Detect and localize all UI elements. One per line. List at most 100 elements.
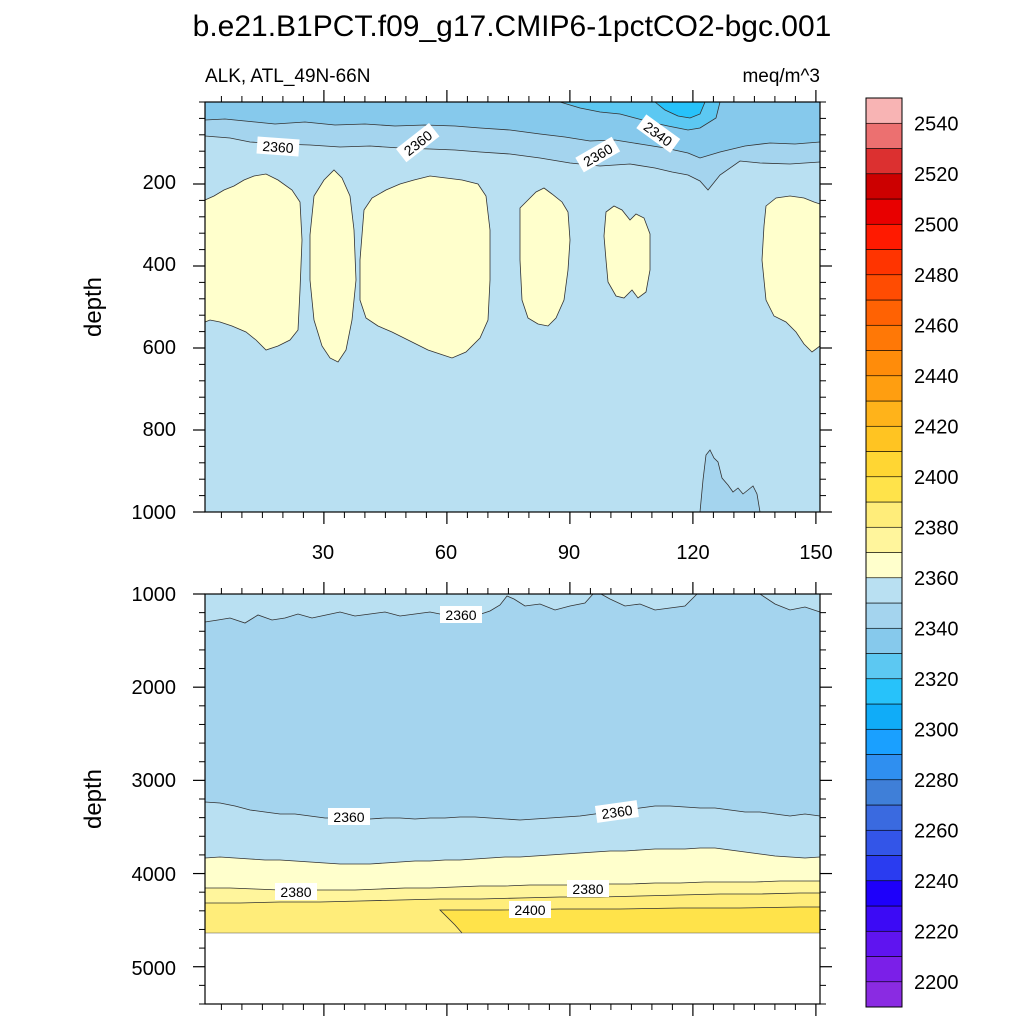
units-subtitle: meq/m^3 xyxy=(742,66,820,87)
colorbar-box-2480 xyxy=(865,274,903,301)
upper-contour-2350 xyxy=(204,118,821,159)
colorbar-label-2400: 2400 xyxy=(914,467,959,489)
colorbar-box-2460 xyxy=(865,324,903,351)
xtick-label-60: 60 xyxy=(435,542,457,564)
colorbar-box-2300 xyxy=(865,728,903,755)
colorbar-box-2360 xyxy=(865,577,903,604)
colorbar-box-2430 xyxy=(865,400,903,427)
lower-label-3-text: 2360 xyxy=(600,802,633,822)
lower-ticks xyxy=(193,582,832,1016)
lower-label-1-text: 2360 xyxy=(445,607,476,623)
colorbar-labels: 2200 2220 2240 2260 2280 2300 2320 2340 2360 2380… xyxy=(914,113,959,994)
upper-deep-intrusion xyxy=(700,450,760,512)
upper-ytick-label-800: 800 xyxy=(143,419,176,441)
colorbar-box-2500 xyxy=(865,223,903,250)
lower-label-2-box xyxy=(328,808,370,825)
colorbar-box-2540 xyxy=(865,122,903,149)
colorbar-box-2230 xyxy=(865,905,903,932)
lower-ytick-label-2000: 2000 xyxy=(132,677,177,699)
upper-panel: 2360 2360 2360 2340 200 400 600 800 1000… xyxy=(80,90,833,564)
colorbar-box-2530 xyxy=(865,148,903,175)
blob-4 xyxy=(519,187,571,327)
colorbar-box-2210 xyxy=(865,956,903,983)
colorbar-outline xyxy=(865,97,903,1008)
upper-ylabel: depth xyxy=(80,277,107,337)
upper-ytick-label-1000: 1000 xyxy=(132,502,177,524)
upper-contour-2360 xyxy=(204,135,821,191)
colorbar-label-2340: 2340 xyxy=(914,618,959,640)
lower-contour-2360 xyxy=(204,593,821,624)
colorbar-label-2420: 2420 xyxy=(914,416,959,438)
colorbar-label-2260: 2260 xyxy=(914,820,959,842)
colorbar-label-2220: 2220 xyxy=(914,921,959,943)
blob-3 xyxy=(359,175,491,359)
blob-5 xyxy=(603,205,651,299)
lower-contour-label-3: 2360 xyxy=(594,800,639,823)
colorbar-box-2330 xyxy=(865,653,903,680)
upper-ytick-label-600: 600 xyxy=(143,337,176,359)
colorbar-box-2410 xyxy=(865,451,903,478)
upper-label-1-box xyxy=(256,136,300,157)
xtick-label-150: 150 xyxy=(799,542,832,564)
lower-contour-label-6: 2400 xyxy=(509,901,551,918)
lower-ytick-label-1000: 1000 xyxy=(132,584,177,606)
colorbar-box-2340 xyxy=(865,627,903,654)
upper-surface-layer-2320 xyxy=(655,102,705,118)
lower-label-2-text: 2360 xyxy=(333,809,364,825)
lower-label-5-text: 2380 xyxy=(572,881,603,897)
colorbar-box-2380 xyxy=(865,526,903,553)
upper-ytick-label-400: 400 xyxy=(143,254,176,276)
lower-contour-labels: 2360 2360 2360 2380 2380 2400 xyxy=(275,606,639,918)
upper-label-4-box xyxy=(636,114,681,153)
colorbar-label-2460: 2460 xyxy=(914,315,959,337)
colorbar-box-2470 xyxy=(865,299,903,326)
colorbar-box-2510 xyxy=(865,198,903,225)
lower-contour-2390 xyxy=(205,892,820,904)
upper-label-2-box xyxy=(395,122,440,163)
colorbar-label-2440: 2440 xyxy=(914,366,959,388)
colorbar-box-2280 xyxy=(865,779,903,806)
lower-contour-label-1: 2360 xyxy=(440,606,482,623)
xtick-label-120: 120 xyxy=(676,542,709,564)
upper-contour-2330 xyxy=(654,101,706,119)
colorbar-label-2360: 2360 xyxy=(914,568,959,590)
lower-label-4-text: 2380 xyxy=(280,884,311,900)
upper-blobs-2370 xyxy=(204,169,821,363)
lower-layer-2350 xyxy=(205,594,820,820)
lower-contour-label-4: 2380 xyxy=(275,883,317,900)
colorbar-box-2310 xyxy=(865,703,903,730)
upper-ticks xyxy=(193,90,832,524)
lower-contour-2360-deep xyxy=(204,801,821,821)
lower-label-5-box xyxy=(567,880,609,897)
upper-deep-intrusion-contour xyxy=(699,449,761,513)
colorbar-label-2280: 2280 xyxy=(914,770,959,792)
colorbar-label-2380: 2380 xyxy=(914,517,959,539)
lower-contour-2400 xyxy=(439,906,820,934)
colorbar-label-2540: 2540 xyxy=(914,113,959,135)
lower-ytick-label-3000: 3000 xyxy=(132,770,177,792)
colorbar-label-2200: 2200 xyxy=(914,972,959,994)
colorbar-label-2320: 2320 xyxy=(914,669,959,691)
lower-contour-2370 xyxy=(204,847,821,865)
lower-ytick-label-5000: 5000 xyxy=(132,958,177,980)
lower-layer-2400 xyxy=(440,907,820,933)
colorbar-label-2480: 2480 xyxy=(914,265,959,287)
colorbar-box-2550 xyxy=(865,97,903,124)
colorbar-box-2400 xyxy=(865,476,903,503)
variable-subtitle: ALK, ATL_49N-66N xyxy=(205,66,370,87)
upper-label-3-box xyxy=(575,136,621,173)
colorbar-box-2270 xyxy=(865,804,903,831)
xtick-label-30: 30 xyxy=(312,542,334,564)
lower-label-6-box xyxy=(509,901,551,918)
xtick-label-90: 90 xyxy=(558,542,580,564)
colorbar-box-2440 xyxy=(865,375,903,402)
colorbar-box-2290 xyxy=(865,754,903,781)
colorbar: 2200 2220 2240 2260 2280 2300 2320 2340 2360 2380… xyxy=(865,97,959,1008)
lower-label-6-text: 2400 xyxy=(514,902,545,918)
colorbar-label-2300: 2300 xyxy=(914,719,959,741)
lower-contour-label-5: 2380 xyxy=(567,880,609,897)
lower-ytick-label-4000: 4000 xyxy=(132,864,177,886)
colorbar-box-2450 xyxy=(865,350,903,377)
lower-ylabel: depth xyxy=(80,769,107,829)
colorbar-box-2250 xyxy=(865,855,903,882)
